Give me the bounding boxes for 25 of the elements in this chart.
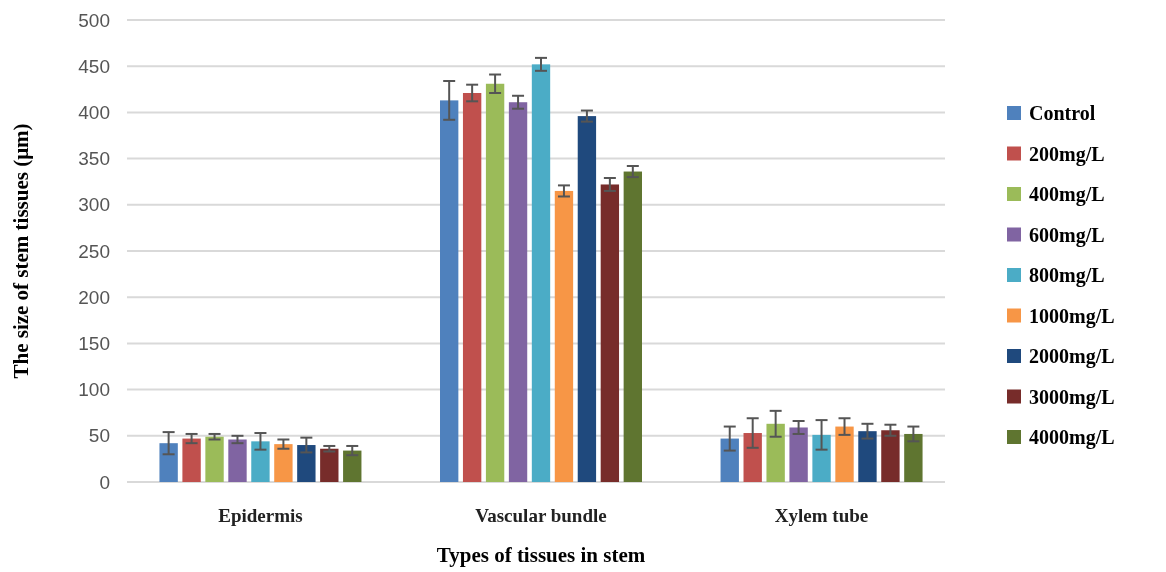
y-tick-label: 200: [78, 286, 110, 308]
legend-label: 600mg/L: [1029, 223, 1105, 247]
legend-label: 800mg/L: [1029, 264, 1105, 287]
y-tick-label: 500: [78, 9, 110, 31]
legend-label: 4000mg/L: [1029, 426, 1115, 449]
y-tick-label: 0: [99, 471, 110, 493]
y-tick-label: 450: [78, 55, 110, 77]
legend-label: 1000mg/L: [1029, 304, 1115, 328]
legend-label: Control: [1029, 102, 1096, 124]
y-tick-label: 350: [78, 148, 110, 170]
y-axis-title: The size of stem tissues (μm): [9, 123, 33, 379]
y-tick-label: 150: [78, 333, 110, 355]
x-axis-title: Types of tissues in stem: [436, 543, 646, 567]
x-tick-label: Xylem tube: [774, 505, 869, 526]
y-tick-label: 400: [78, 102, 110, 124]
legend-label: 200mg/L: [1029, 142, 1105, 166]
y-tick-label: 300: [78, 194, 110, 216]
x-tick-label: Vascular bundle: [475, 505, 607, 526]
legend-label: 400mg/L: [1029, 183, 1105, 206]
y-tick-label: 250: [78, 240, 110, 262]
legend-label: 3000mg/L: [1029, 385, 1115, 409]
y-tick-label: 100: [78, 379, 110, 401]
y-tick-label: 50: [88, 425, 110, 447]
legend-label: 2000mg/L: [1029, 345, 1115, 368]
x-tick-label: Epidermis: [218, 505, 303, 526]
